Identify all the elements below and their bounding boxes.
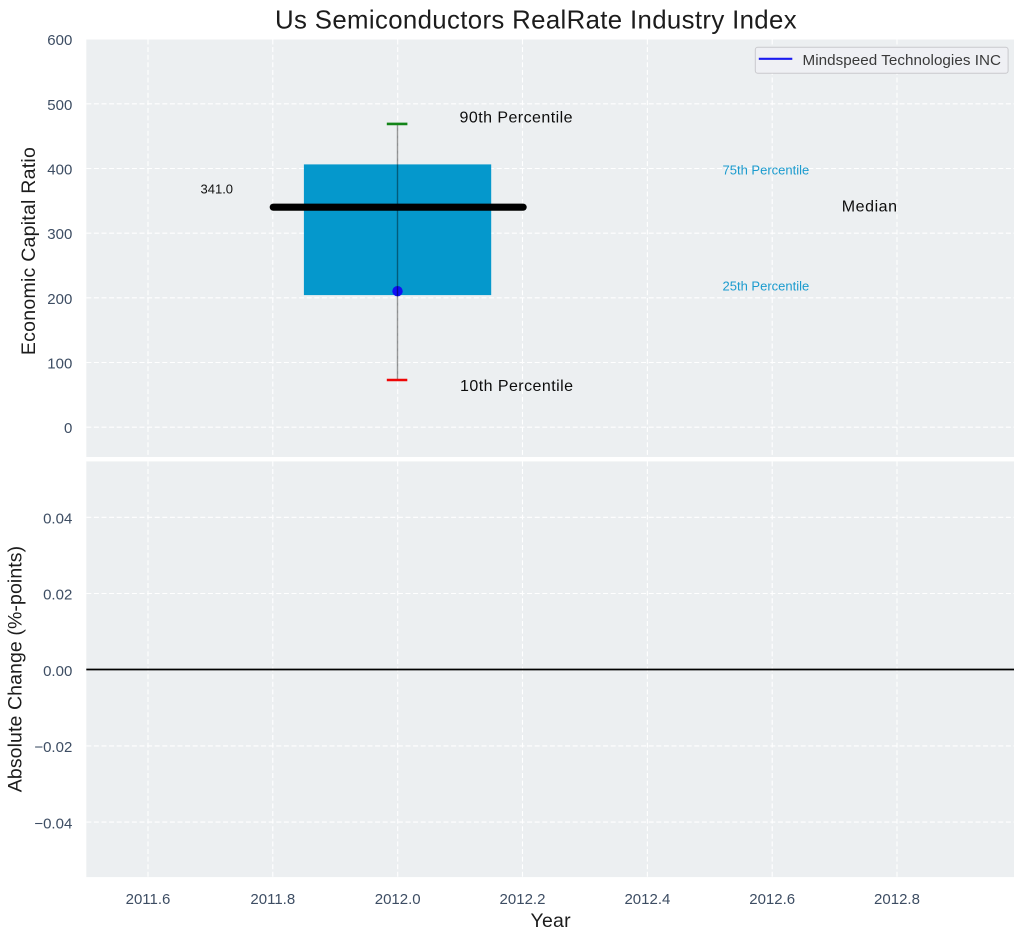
svg-text:Absolute Change (%-points): Absolute Change (%-points) (5, 546, 27, 792)
svg-text:200: 200 (47, 291, 72, 308)
svg-text:0.02: 0.02 (43, 587, 72, 604)
svg-text:0: 0 (64, 420, 72, 437)
svg-text:0.04: 0.04 (43, 511, 72, 528)
svg-text:75th Percentile: 75th Percentile (723, 162, 810, 177)
svg-text:Economic Capital Ratio: Economic Capital Ratio (18, 147, 40, 355)
svg-text:25th Percentile: 25th Percentile (723, 278, 810, 293)
svg-text:2012.2: 2012.2 (500, 891, 546, 908)
svg-text:Mindspeed Technologies INC: Mindspeed Technologies INC (803, 52, 1002, 69)
svg-text:−0.02: −0.02 (34, 739, 72, 756)
svg-text:90th Percentile: 90th Percentile (460, 110, 573, 127)
svg-text:500: 500 (47, 97, 72, 114)
svg-text:2011.6: 2011.6 (126, 891, 171, 908)
svg-text:−0.04: −0.04 (34, 815, 72, 832)
svg-text:400: 400 (47, 162, 72, 179)
svg-text:2012.6: 2012.6 (749, 891, 795, 908)
svg-text:300: 300 (47, 226, 72, 243)
svg-text:Year: Year (530, 910, 571, 932)
svg-text:2012.8: 2012.8 (874, 891, 920, 908)
svg-text:2012.0: 2012.0 (375, 891, 421, 908)
svg-text:341.0: 341.0 (201, 182, 234, 197)
svg-text:100: 100 (47, 356, 72, 373)
svg-text:2012.4: 2012.4 (624, 891, 670, 908)
svg-text:Median: Median (842, 199, 898, 216)
svg-text:600: 600 (47, 32, 72, 49)
svg-text:10th Percentile: 10th Percentile (460, 378, 573, 395)
svg-text:0.00: 0.00 (43, 663, 72, 680)
svg-text:2011.8: 2011.8 (250, 891, 295, 908)
svg-text:Us Semiconductors RealRate Ind: Us Semiconductors RealRate Industry Inde… (275, 7, 797, 35)
